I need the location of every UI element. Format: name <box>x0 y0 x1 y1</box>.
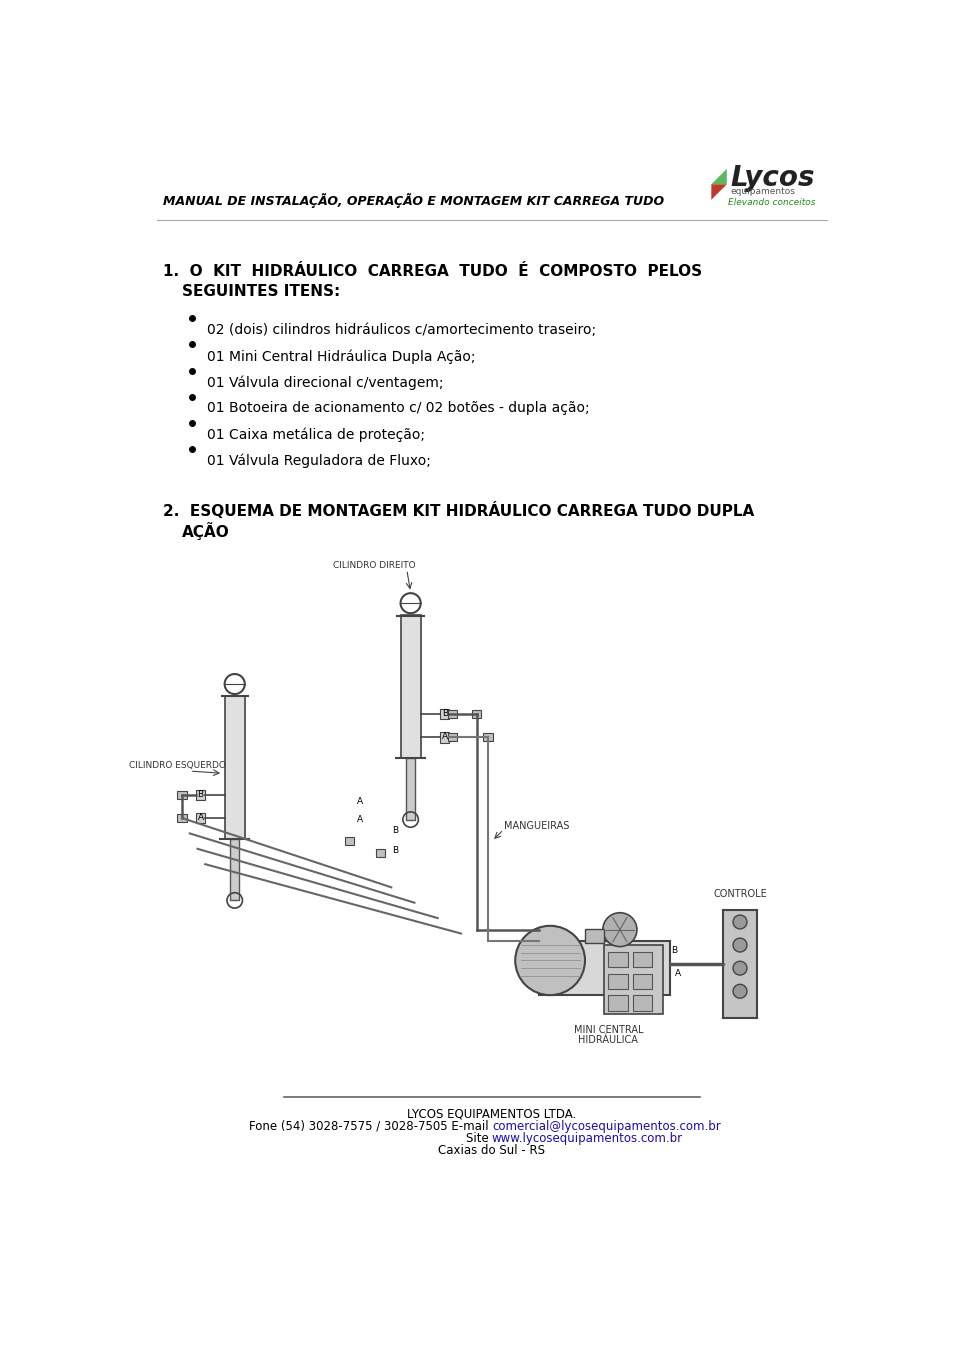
Bar <box>447 711 457 717</box>
Circle shape <box>733 938 747 951</box>
Text: A: A <box>442 732 447 741</box>
Bar <box>196 790 205 801</box>
Text: 1.  O  KIT  HIDRÁULICO  CARREGA  TUDO  É  COMPOSTO  PELOS: 1. O KIT HIDRÁULICO CARREGA TUDO É COMPO… <box>162 264 702 279</box>
Bar <box>605 945 662 1014</box>
Polygon shape <box>711 185 727 200</box>
Text: 2.  ESQUEMA DE MONTAGEM KIT HIDRÁULICO CARREGA TUDO DUPLA: 2. ESQUEMA DE MONTAGEM KIT HIDRÁULICO CA… <box>162 501 754 519</box>
Text: Elevando conceitos: Elevando conceitos <box>729 199 816 207</box>
Text: Lycos: Lycos <box>730 164 814 192</box>
Circle shape <box>733 961 747 975</box>
Text: Fone (54) 3028-7575 / 3028-7505 E-mail: Fone (54) 3028-7575 / 3028-7505 E-mail <box>249 1120 492 1134</box>
Bar <box>225 697 245 839</box>
Text: A: A <box>675 969 681 977</box>
Bar <box>633 995 653 1010</box>
Text: 01 Caixa metálica de proteção;: 01 Caixa metálica de proteção; <box>206 427 424 442</box>
Bar <box>633 973 653 988</box>
Text: 02 (dois) cilindros hidráulicos c/amortecimento traseiro;: 02 (dois) cilindros hidráulicos c/amorte… <box>206 323 596 337</box>
Text: 01 Botoeira de acionamento c/ 02 botões - dupla ação;: 01 Botoeira de acionamento c/ 02 botões … <box>206 401 589 415</box>
Text: MANGUEIRAS: MANGUEIRAS <box>504 820 569 831</box>
Text: A: A <box>357 815 363 824</box>
Text: B: B <box>442 709 447 717</box>
Bar <box>472 711 481 717</box>
Text: HIDRÁULICA: HIDRÁULICA <box>578 1035 638 1045</box>
Text: comercial@lycosequipamentos.com.br: comercial@lycosequipamentos.com.br <box>492 1120 721 1134</box>
Text: MANUAL DE INSTALAÇÃO, OPERAÇÃO E MONTAGEM KIT CARREGA TUDO: MANUAL DE INSTALAÇÃO, OPERAÇÃO E MONTAGE… <box>162 193 663 208</box>
Bar <box>440 732 449 742</box>
Bar <box>178 791 186 798</box>
Bar <box>539 942 670 995</box>
Circle shape <box>733 984 747 998</box>
Text: Caxias do Sul - RS: Caxias do Sul - RS <box>439 1144 545 1158</box>
Bar <box>178 815 186 821</box>
Text: 01 Válvula direcional c/ventagem;: 01 Válvula direcional c/ventagem; <box>206 375 444 390</box>
Text: A: A <box>357 797 363 806</box>
Bar <box>196 813 205 823</box>
Text: B: B <box>392 846 398 854</box>
Circle shape <box>603 913 636 946</box>
Text: Site: Site <box>466 1132 492 1146</box>
Text: B: B <box>198 790 204 798</box>
Text: CONTROLE: CONTROLE <box>713 888 767 899</box>
Text: CILINDRO ESQUERDO: CILINDRO ESQUERDO <box>130 761 227 771</box>
Text: CILINDRO DIREITO: CILINDRO DIREITO <box>333 561 416 570</box>
Bar <box>406 758 416 820</box>
Text: B: B <box>671 946 677 954</box>
Circle shape <box>733 914 747 930</box>
Polygon shape <box>711 168 727 185</box>
Text: A: A <box>198 813 204 821</box>
Text: 01 Válvula Reguladora de Fluxo;: 01 Válvula Reguladora de Fluxo; <box>206 453 431 468</box>
Bar <box>723 910 757 1019</box>
Bar <box>609 951 628 968</box>
Bar <box>609 995 628 1010</box>
Bar <box>585 930 605 943</box>
Bar <box>375 849 385 857</box>
FancyBboxPatch shape <box>706 168 845 216</box>
Text: AÇÃO: AÇÃO <box>182 522 229 539</box>
Text: 01 Mini Central Hidráulica Dupla Ação;: 01 Mini Central Hidráulica Dupla Ação; <box>206 349 475 364</box>
Bar <box>633 951 653 968</box>
Bar <box>484 734 492 741</box>
Bar <box>609 973 628 988</box>
Text: LYCOS EQUIPAMENTOS LTDA.: LYCOS EQUIPAMENTOS LTDA. <box>407 1108 577 1121</box>
Text: SEGUINTES ITENS:: SEGUINTES ITENS: <box>182 285 340 300</box>
Bar <box>230 839 239 901</box>
Bar <box>440 709 449 720</box>
Text: www.lycosequipamentos.com.br: www.lycosequipamentos.com.br <box>492 1132 684 1146</box>
Bar <box>447 734 457 741</box>
Text: MINI CENTRAL: MINI CENTRAL <box>573 1025 643 1035</box>
Bar <box>400 616 420 758</box>
Bar <box>345 838 354 845</box>
Text: equipamentos: equipamentos <box>731 186 796 196</box>
Text: B: B <box>392 827 398 835</box>
Circle shape <box>516 925 585 995</box>
